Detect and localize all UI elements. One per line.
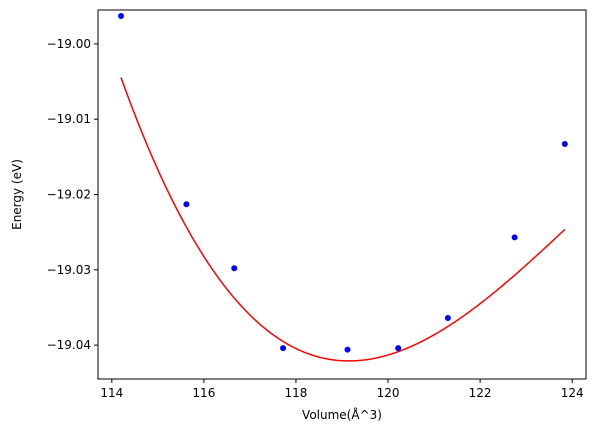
y-tick-label: −19.02 <box>47 188 91 202</box>
y-tick-label: −19.01 <box>47 112 91 126</box>
y-tick-label: −19.04 <box>47 338 91 352</box>
y-axis-label: Energy (eV) <box>10 159 24 230</box>
y-axis-ticks: −19.04 −19.03 −19.02 −19.01 −19.00 <box>47 37 98 352</box>
data-point <box>231 265 238 272</box>
x-tick-label: 116 <box>192 386 215 400</box>
data-point <box>118 13 125 20</box>
x-tick-label: 120 <box>377 386 400 400</box>
data-points <box>118 13 568 353</box>
x-tick-label: 118 <box>285 386 308 400</box>
data-point <box>561 141 568 148</box>
x-axis-ticks: 114 116 118 120 122 124 <box>100 379 584 400</box>
data-point <box>395 345 402 352</box>
y-tick-label: −19.00 <box>47 37 91 51</box>
data-point <box>183 201 190 208</box>
x-axis-label: Volume(Å^3) <box>302 407 382 422</box>
fit-curve-line <box>120 77 566 362</box>
data-point <box>444 315 451 322</box>
y-tick-label: −19.03 <box>47 263 91 277</box>
data-point <box>344 346 351 353</box>
x-tick-label: 122 <box>469 386 492 400</box>
data-point <box>280 345 287 352</box>
data-point <box>511 234 518 241</box>
x-tick-label: 114 <box>100 386 123 400</box>
x-tick-label: 124 <box>561 386 584 400</box>
